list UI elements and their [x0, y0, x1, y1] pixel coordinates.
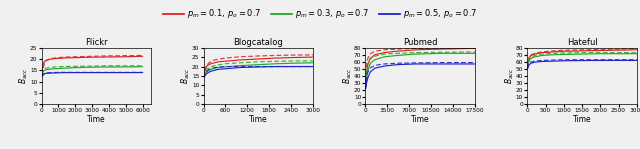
Legend: $p_m = 0.1,\, p_o = 0.7$, $p_m = 0.3,\, p_o = 0.7$, $p_m = 0.5,\, p_o = 0.7$: $p_m = 0.1,\, p_o = 0.7$, $p_m = 0.3,\, … [159, 4, 481, 24]
X-axis label: Time: Time [573, 115, 591, 124]
Title: Hateful: Hateful [566, 38, 598, 47]
Title: Flickr: Flickr [85, 38, 108, 47]
Y-axis label: $B_{acc}$: $B_{acc}$ [17, 68, 30, 84]
Title: Pubmed: Pubmed [403, 38, 437, 47]
X-axis label: Time: Time [87, 115, 106, 124]
X-axis label: Time: Time [249, 115, 268, 124]
Y-axis label: $B_{acc}$: $B_{acc}$ [179, 68, 192, 84]
Y-axis label: $B_{acc}$: $B_{acc}$ [503, 68, 516, 84]
X-axis label: Time: Time [411, 115, 429, 124]
Title: Blogcatalog: Blogcatalog [234, 38, 283, 47]
Y-axis label: $B_{acc}$: $B_{acc}$ [341, 68, 354, 84]
